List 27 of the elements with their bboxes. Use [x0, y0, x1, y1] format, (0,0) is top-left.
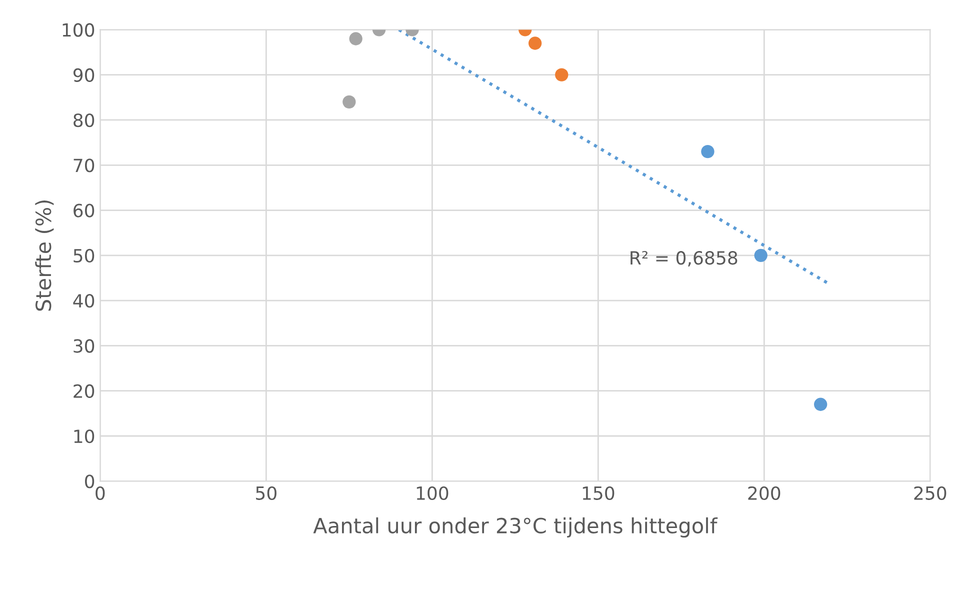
x-axis-title: Aantal uur onder 23°C tijdens hittegolf [313, 517, 718, 538]
x-tick-label: 200 [748, 486, 780, 500]
y-tick-label: 20 [74, 384, 94, 398]
point [349, 32, 362, 46]
y-tick-label: 80 [74, 113, 94, 128]
x-tick-label: 250 [914, 486, 946, 500]
point [814, 398, 828, 411]
y-tick-label: 10 [74, 429, 94, 444]
x-tick-label: 100 [416, 486, 448, 500]
y-tick-label: 90 [73, 68, 94, 82]
y-tick-label: 60 [74, 204, 94, 218]
point [342, 95, 356, 109]
point [754, 248, 768, 262]
point [555, 68, 568, 82]
x-tick-label: 0 [96, 486, 105, 500]
annotation: R² = 0,6858 [630, 251, 738, 267]
y-tick-label: 40 [73, 294, 94, 308]
x-tick-label: 150 [582, 486, 614, 500]
y-axis-title: Sterfte (%) [35, 200, 54, 311]
y-tick-label: 70 [74, 158, 94, 172]
x-tick-label: 50 [256, 486, 276, 500]
y-tick-label: 50 [74, 248, 94, 263]
y-tick-label: 100 [62, 23, 94, 37]
y-tick-label: 30 [74, 339, 94, 353]
point [701, 145, 714, 158]
y-tick-label: 0 [85, 474, 94, 488]
point [528, 36, 542, 50]
